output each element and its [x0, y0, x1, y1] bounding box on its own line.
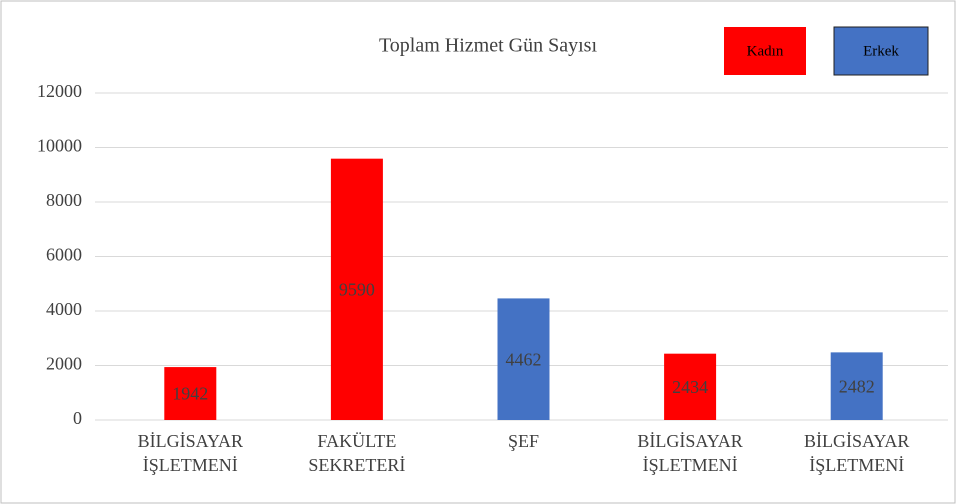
data-label: 2434 — [672, 377, 708, 397]
x-tick-label: ŞEF — [508, 431, 539, 451]
data-label: 2482 — [839, 376, 875, 396]
x-tick-label-line: ŞEF — [508, 431, 539, 451]
data-label: 4462 — [506, 349, 542, 369]
x-tick-label-line: FAKÜLTE — [317, 431, 396, 451]
y-tick-label: 10000 — [37, 136, 82, 156]
y-tick-label: 2000 — [46, 354, 82, 374]
chart-title: Toplam Hizmet Gün Sayısı — [379, 35, 597, 57]
bar — [830, 352, 883, 420]
x-tick-label: BİLGİSAYAR İŞLETMENİ — [138, 431, 243, 475]
y-tick-label: 12000 — [37, 81, 82, 101]
legend-label: Kadın — [747, 43, 784, 59]
y-tick-label: 8000 — [46, 190, 82, 210]
x-tick-label-line: BİLGİSAYAR — [138, 431, 243, 451]
x-tick-label-line: İŞLETMENİ — [809, 455, 904, 475]
x-tick-label: BİLGİSAYAR İŞLETMENİ — [637, 431, 742, 475]
y-tick-label: 4000 — [46, 299, 82, 319]
x-tick-label-line: BİLGİSAYAR — [804, 431, 909, 451]
x-tick-label: BİLGİSAYAR İŞLETMENİ — [804, 431, 909, 475]
bar — [497, 298, 550, 420]
legend-label: Erkek — [863, 43, 899, 59]
x-tick-label-line: BİLGİSAYAR — [637, 431, 742, 451]
legend-swatch — [724, 27, 806, 75]
x-tick-label: FAKÜLTE SEKRETERİ — [308, 431, 405, 475]
bar — [664, 353, 717, 420]
data-label: 1942 — [172, 384, 208, 404]
y-tick-label: 0 — [73, 408, 82, 428]
data-label: 9590 — [339, 279, 375, 299]
legend-swatch — [833, 26, 929, 76]
x-tick-label-line: SEKRETERİ — [308, 455, 405, 475]
bar — [164, 367, 217, 420]
bar — [330, 158, 383, 421]
y-tick-label: 6000 — [46, 245, 82, 265]
x-tick-label-line: İŞLETMENİ — [143, 455, 238, 475]
x-tick-label-line: İŞLETMENİ — [643, 455, 738, 475]
